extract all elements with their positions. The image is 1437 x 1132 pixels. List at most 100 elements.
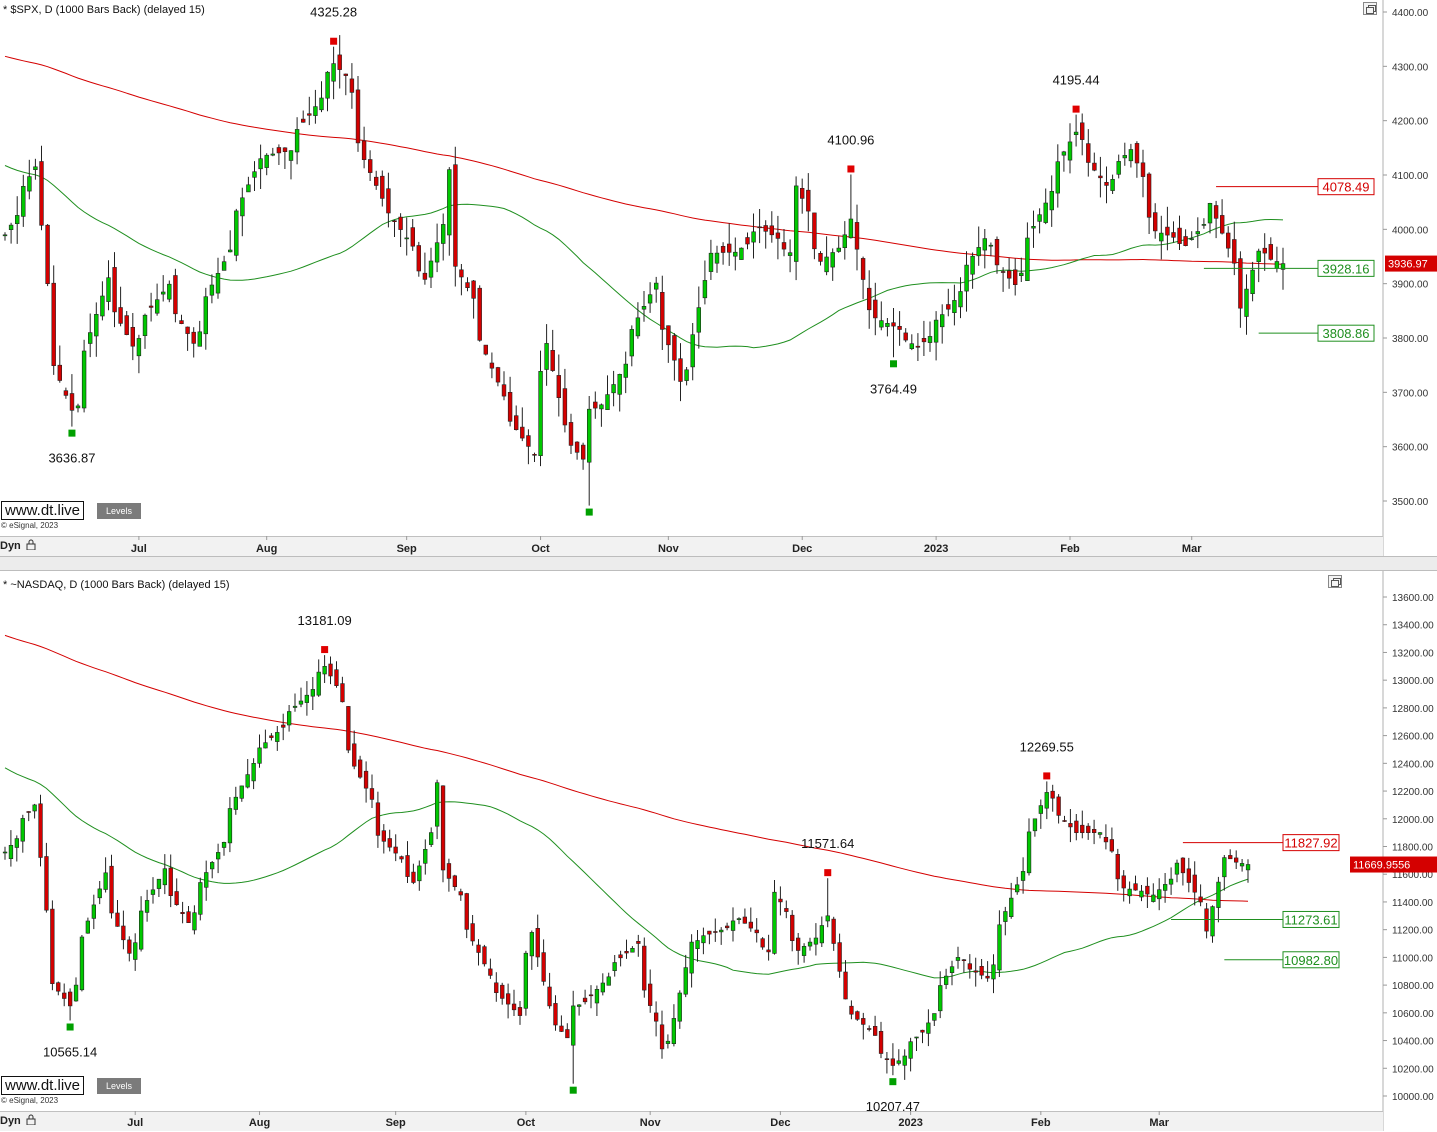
candle[interactable] (246, 176, 251, 193)
candle[interactable] (982, 229, 988, 269)
candle[interactable] (483, 344, 488, 356)
candle[interactable] (470, 915, 475, 946)
candle[interactable] (976, 226, 981, 266)
candle[interactable] (144, 889, 150, 922)
candle[interactable] (79, 935, 85, 992)
candle[interactable] (459, 264, 464, 296)
candle[interactable] (1050, 784, 1055, 812)
candle[interactable] (118, 286, 123, 327)
candle[interactable] (288, 150, 294, 180)
candle[interactable] (417, 860, 422, 891)
candle[interactable] (387, 829, 392, 852)
candle[interactable] (68, 988, 73, 1021)
candle[interactable] (1122, 142, 1128, 166)
candle[interactable] (1201, 218, 1207, 229)
candle[interactable] (769, 211, 775, 243)
candle[interactable] (1139, 885, 1144, 902)
candle[interactable] (179, 314, 184, 325)
candle[interactable] (831, 916, 836, 951)
candle[interactable] (1080, 810, 1085, 839)
candle[interactable] (505, 983, 511, 1019)
candle[interactable] (896, 1049, 901, 1066)
candle[interactable] (1098, 156, 1103, 198)
candle[interactable] (908, 1037, 913, 1072)
candle[interactable] (482, 944, 487, 967)
candle[interactable] (180, 901, 185, 924)
candle[interactable] (440, 785, 446, 883)
candle[interactable] (866, 1025, 872, 1032)
candle[interactable] (861, 1012, 866, 1040)
candle[interactable] (198, 877, 203, 921)
candle[interactable] (599, 403, 604, 427)
candle[interactable] (1074, 814, 1079, 841)
level-label-box[interactable] (1282, 951, 1340, 969)
candle[interactable] (600, 973, 606, 996)
candle[interactable] (885, 318, 890, 337)
candle[interactable] (1256, 248, 1261, 283)
candle[interactable] (304, 681, 310, 716)
candle[interactable] (1174, 859, 1180, 883)
candle[interactable] (294, 117, 300, 165)
candle[interactable] (399, 855, 404, 863)
candle[interactable] (939, 304, 945, 344)
time-axis-strip[interactable] (0, 536, 1383, 556)
candle[interactable] (363, 761, 369, 803)
candle[interactable] (325, 71, 330, 112)
lock-icon[interactable] (26, 539, 36, 550)
candle[interactable] (91, 894, 97, 930)
candle[interactable] (1268, 237, 1274, 261)
candle[interactable] (1037, 208, 1042, 234)
candle[interactable] (161, 275, 166, 302)
candle[interactable] (1062, 815, 1067, 822)
candle[interactable] (873, 282, 878, 336)
candle[interactable] (1092, 819, 1097, 845)
candle[interactable] (106, 260, 111, 311)
candle[interactable] (386, 172, 391, 228)
candle[interactable] (1226, 226, 1231, 258)
candle[interactable] (1110, 174, 1115, 194)
candle[interactable] (707, 930, 712, 945)
candle[interactable] (952, 284, 957, 326)
candle[interactable] (866, 270, 872, 329)
candle[interactable] (167, 280, 172, 303)
candle[interactable] (1031, 210, 1036, 248)
candle[interactable] (233, 786, 239, 815)
candle[interactable] (1115, 848, 1120, 891)
candle[interactable] (1195, 217, 1201, 249)
dyn-label[interactable]: Dyn (0, 1115, 21, 1127)
candle[interactable] (1000, 267, 1006, 292)
candle[interactable] (375, 791, 381, 848)
candle[interactable] (416, 241, 421, 277)
candle[interactable] (825, 878, 830, 928)
candle[interactable] (793, 176, 799, 281)
candle[interactable] (227, 797, 233, 853)
candle[interactable] (292, 693, 298, 712)
dyn-label[interactable]: Dyn (0, 540, 21, 552)
candle[interactable] (316, 659, 321, 697)
candle[interactable] (310, 677, 316, 710)
candle[interactable] (1192, 861, 1197, 906)
candle[interactable] (404, 217, 409, 256)
candle[interactable] (257, 734, 262, 768)
candle[interactable] (286, 705, 292, 732)
candle[interactable] (221, 841, 227, 856)
candle[interactable] (380, 170, 385, 207)
candle[interactable] (964, 251, 969, 312)
candle[interactable] (168, 854, 173, 908)
candle[interactable] (988, 242, 994, 257)
candle[interactable] (26, 811, 31, 822)
candle[interactable] (1109, 827, 1115, 853)
candle[interactable] (973, 957, 978, 987)
candle[interactable] (1012, 258, 1018, 296)
candle[interactable] (1038, 799, 1044, 829)
candle[interactable] (902, 1049, 907, 1080)
candle[interactable] (1220, 199, 1225, 235)
candle[interactable] (666, 325, 671, 363)
pane-splitter[interactable] (0, 556, 1437, 571)
candle[interactable] (938, 971, 943, 1019)
candle[interactable] (357, 755, 363, 779)
candle[interactable] (719, 927, 724, 945)
candle[interactable] (915, 333, 921, 361)
candle[interactable] (215, 257, 221, 299)
candle[interactable] (410, 219, 415, 251)
